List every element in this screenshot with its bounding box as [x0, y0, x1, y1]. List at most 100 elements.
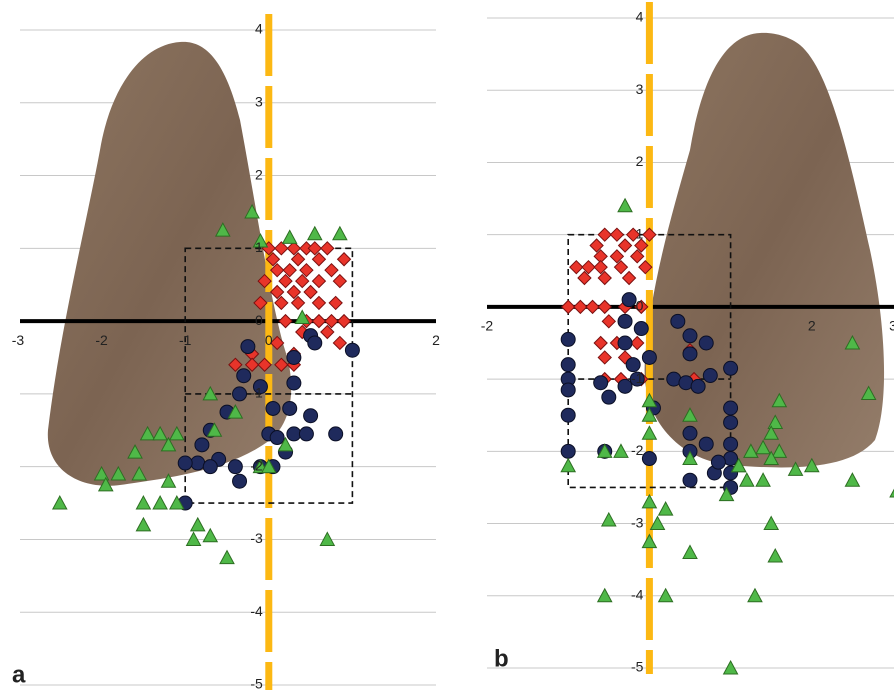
- point: [756, 473, 770, 486]
- tissue-image: [645, 33, 884, 468]
- y-tick-label: -4: [631, 586, 644, 602]
- point: [631, 337, 644, 350]
- point: [724, 401, 738, 415]
- point: [287, 376, 301, 390]
- x-tick-label: -2: [481, 318, 494, 334]
- point: [691, 379, 705, 393]
- point: [308, 336, 322, 350]
- x-tick-label: 2: [808, 318, 816, 334]
- point: [287, 427, 301, 441]
- point: [233, 387, 247, 401]
- point: [325, 264, 338, 277]
- point: [598, 300, 611, 313]
- point: [642, 452, 656, 466]
- point: [53, 496, 67, 509]
- point: [561, 408, 575, 422]
- point: [683, 473, 697, 487]
- point: [308, 227, 322, 240]
- point: [228, 460, 242, 474]
- x-tick-label: 0: [265, 332, 273, 348]
- point: [237, 369, 251, 383]
- y-tick-label: -3: [250, 530, 263, 546]
- point: [683, 426, 697, 440]
- point: [683, 545, 697, 558]
- point: [195, 438, 209, 452]
- point: [153, 496, 167, 509]
- point: [220, 551, 234, 564]
- y-tick-label: -5: [250, 676, 263, 690]
- point: [136, 518, 150, 531]
- y-tick-label: -5: [631, 659, 644, 675]
- y-tick-label: -4: [250, 603, 263, 619]
- point: [333, 227, 347, 240]
- point: [602, 315, 615, 328]
- point: [618, 379, 632, 393]
- x-tick-label: 3: [889, 318, 894, 334]
- point: [683, 347, 697, 361]
- point: [233, 474, 247, 488]
- point: [241, 340, 255, 354]
- point: [845, 473, 859, 486]
- point: [312, 315, 325, 328]
- point: [602, 390, 616, 404]
- y-tick-label: 0: [255, 312, 263, 328]
- figure: -3-2-102-5-4-3-2-101234a-223-5-4-3-2-101…: [0, 0, 894, 690]
- y-tick-label: 3: [636, 81, 644, 97]
- point: [594, 376, 608, 390]
- point: [270, 431, 284, 445]
- y-tick-label: 3: [255, 93, 263, 109]
- point: [287, 351, 301, 365]
- point: [634, 322, 648, 336]
- point: [312, 275, 325, 288]
- point: [594, 337, 607, 350]
- point: [561, 459, 575, 472]
- x-tick-label: 2: [432, 332, 440, 348]
- point: [683, 329, 697, 343]
- point: [659, 502, 673, 515]
- point: [561, 383, 575, 397]
- point: [642, 426, 656, 439]
- point: [329, 296, 342, 309]
- point: [345, 343, 359, 357]
- point: [333, 275, 346, 288]
- point: [561, 444, 575, 458]
- point: [890, 484, 894, 497]
- point: [338, 253, 351, 266]
- point: [724, 437, 738, 451]
- point: [561, 358, 575, 372]
- point: [203, 460, 217, 474]
- point: [191, 518, 205, 531]
- point: [768, 549, 782, 562]
- point: [671, 314, 685, 328]
- point: [561, 332, 575, 346]
- point: [623, 272, 636, 285]
- y-tick-label: 1: [636, 225, 644, 241]
- point: [703, 369, 717, 383]
- point: [304, 286, 317, 299]
- point: [711, 455, 725, 469]
- y-tick-label: -2: [631, 442, 644, 458]
- point: [619, 239, 632, 252]
- point: [642, 350, 656, 364]
- point: [618, 199, 632, 212]
- point: [699, 437, 713, 451]
- point: [602, 513, 616, 526]
- point: [178, 456, 192, 470]
- y-tick-label: -2: [250, 457, 263, 473]
- y-tick-label: 4: [255, 21, 263, 37]
- point: [570, 261, 583, 274]
- x-tick-label: -2: [95, 332, 108, 348]
- point: [598, 228, 611, 241]
- point: [574, 300, 587, 313]
- point: [203, 529, 217, 542]
- point: [610, 228, 623, 241]
- point: [266, 401, 280, 415]
- point: [618, 314, 632, 328]
- point: [724, 361, 738, 375]
- point: [562, 300, 575, 313]
- point: [283, 230, 297, 243]
- y-tick-label: 2: [636, 153, 644, 169]
- point: [642, 495, 656, 508]
- point: [299, 427, 313, 441]
- y-tick-label: 1: [255, 239, 263, 255]
